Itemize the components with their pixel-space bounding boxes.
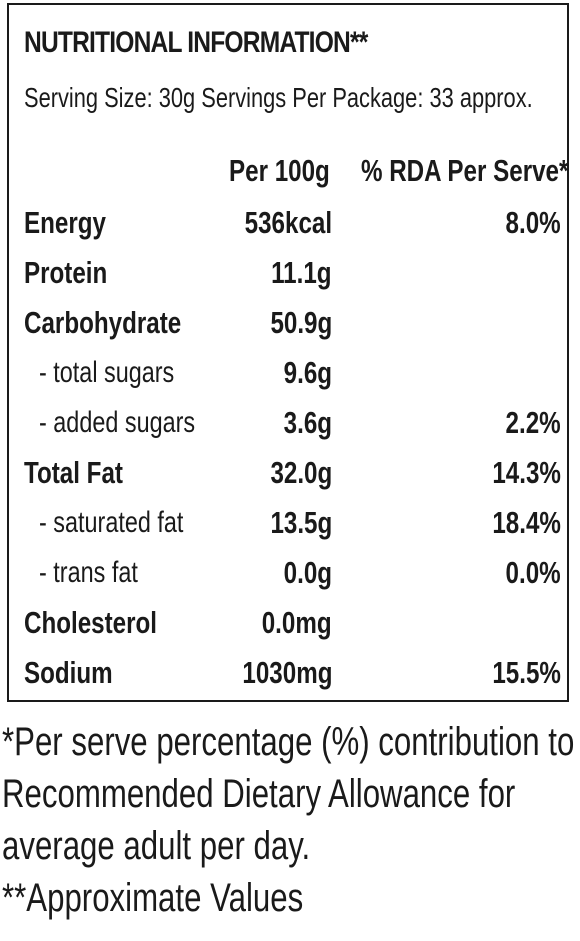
footnote-line: *Per serve percentage (%) contribution t… bbox=[2, 720, 575, 764]
nutrient-per-100g: 50.9g bbox=[270, 305, 332, 340]
nutrient-per-100g: 536kcal bbox=[244, 205, 332, 240]
nutrient-name: Cholesterol bbox=[24, 605, 158, 640]
nutrient-rda: 2.2% bbox=[505, 405, 561, 440]
nutrient-rda: 14.3% bbox=[492, 455, 561, 490]
nutrient-row-trans-fat: - trans fat 0.0g 0.0% bbox=[9, 548, 571, 598]
nutrient-row-saturated-fat: - saturated fat 13.5g 18.4% bbox=[9, 498, 571, 548]
footnote-line: **Approximate Values bbox=[2, 876, 304, 920]
footnotes: *Per serve percentage (%) contribution t… bbox=[2, 716, 578, 924]
nutrient-row-sodium: Sodium 1030mg 15.5% bbox=[9, 648, 571, 698]
nutrient-per-100g: 32.0g bbox=[270, 455, 332, 490]
nutrient-per-100g: 13.5g bbox=[270, 505, 332, 540]
nutrient-row-added-sugars: - added sugars 3.6g 2.2% bbox=[9, 398, 571, 448]
nutrient-per-100g: 1030mg bbox=[241, 655, 332, 690]
nutrient-name: Sodium bbox=[24, 655, 113, 690]
nutrient-per-100g: 3.6g bbox=[283, 405, 332, 440]
nutrient-row-energy: Energy 536kcal 8.0% bbox=[9, 198, 571, 248]
nutrient-name: - total sugars bbox=[39, 356, 175, 389]
nutrient-name: - trans fat bbox=[39, 556, 138, 589]
footnote-line: average adult per day. bbox=[2, 824, 311, 868]
nutrient-row-total-sugars: - total sugars 9.6g bbox=[9, 348, 571, 398]
nutrient-per-100g: 11.1g bbox=[271, 255, 332, 290]
column-header-per-100g: Per 100g bbox=[229, 153, 330, 188]
nutrient-rda: 18.4% bbox=[492, 505, 561, 540]
serving-info: Serving Size: 30g Servings Per Package: … bbox=[24, 82, 533, 113]
nutrient-name: Energy bbox=[24, 205, 106, 240]
nutrient-rda: 8.0% bbox=[505, 205, 561, 240]
nutrient-name: - added sugars bbox=[39, 406, 196, 439]
nutrient-rda: 15.5% bbox=[492, 655, 561, 690]
footnote-line: Recommended Dietary Allowance for bbox=[2, 772, 516, 816]
nutrient-per-100g: 0.0g bbox=[283, 555, 332, 590]
nutrient-name: Protein bbox=[24, 255, 108, 290]
nutrient-row-cholesterol: Cholesterol 0.0mg bbox=[9, 598, 571, 648]
nutrient-name: Carbohydrate bbox=[24, 305, 182, 340]
nutrient-row-total-fat: Total Fat 32.0g 14.3% bbox=[9, 448, 571, 498]
nutrient-name: - saturated fat bbox=[39, 506, 184, 539]
nutrient-row-protein: Protein 11.1g bbox=[9, 248, 571, 298]
nutrition-facts-panel: NUTRITIONAL INFORMATION** Serving Size: … bbox=[7, 3, 569, 702]
nutrient-per-100g: 0.0mg bbox=[262, 605, 332, 640]
column-header-rda-per-serve: % RDA Per Serve* bbox=[361, 153, 569, 188]
nutrient-rda: 0.0% bbox=[505, 555, 561, 590]
nutrient-row-carbohydrate: Carbohydrate 50.9g bbox=[9, 298, 571, 348]
nutrient-name: Total Fat bbox=[24, 455, 123, 490]
panel-title: NUTRITIONAL INFORMATION** bbox=[24, 26, 368, 59]
nutrient-per-100g: 9.6g bbox=[283, 355, 332, 390]
